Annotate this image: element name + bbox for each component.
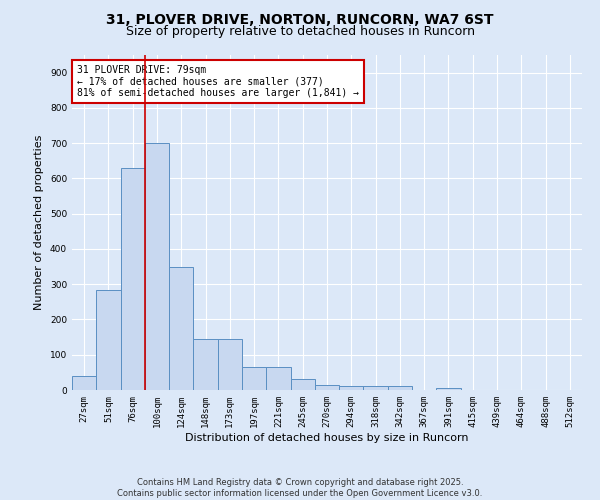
Bar <box>315 384 339 390</box>
Bar <box>266 367 290 390</box>
Bar <box>96 290 121 390</box>
Text: 31 PLOVER DRIVE: 79sqm
← 17% of detached houses are smaller (377)
81% of semi-de: 31 PLOVER DRIVE: 79sqm ← 17% of detached… <box>77 65 359 98</box>
Y-axis label: Number of detached properties: Number of detached properties <box>34 135 44 310</box>
Bar <box>218 339 242 390</box>
Bar <box>339 386 364 390</box>
Bar <box>145 143 169 390</box>
Bar <box>388 386 412 390</box>
Text: 31, PLOVER DRIVE, NORTON, RUNCORN, WA7 6ST: 31, PLOVER DRIVE, NORTON, RUNCORN, WA7 6… <box>106 12 494 26</box>
Text: Contains HM Land Registry data © Crown copyright and database right 2025.
Contai: Contains HM Land Registry data © Crown c… <box>118 478 482 498</box>
Bar <box>169 266 193 390</box>
X-axis label: Distribution of detached houses by size in Runcorn: Distribution of detached houses by size … <box>185 432 469 442</box>
Text: Size of property relative to detached houses in Runcorn: Size of property relative to detached ho… <box>125 25 475 38</box>
Bar <box>72 376 96 390</box>
Bar <box>436 388 461 390</box>
Bar <box>121 168 145 390</box>
Bar <box>242 367 266 390</box>
Bar <box>290 380 315 390</box>
Bar <box>364 386 388 390</box>
Bar <box>193 339 218 390</box>
